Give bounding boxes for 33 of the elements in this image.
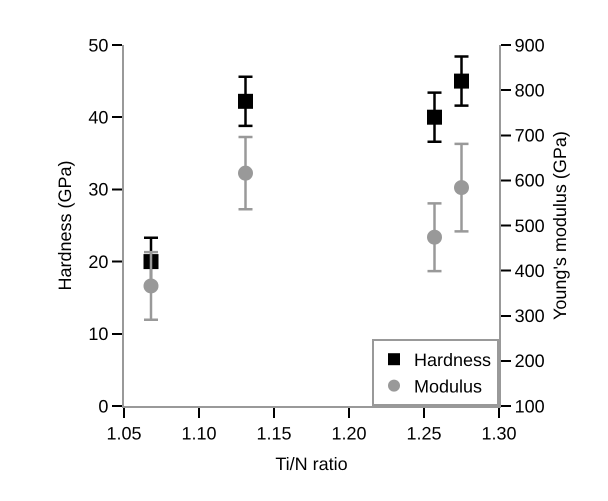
point	[454, 74, 469, 89]
point	[454, 180, 469, 196]
y2-tick-label: 600	[514, 170, 545, 191]
y2-tick-label: 400	[514, 260, 545, 281]
x-tick-label: 1.05	[106, 424, 142, 444]
point	[238, 166, 253, 181]
point	[427, 230, 442, 245]
legend-label: Hardness	[414, 350, 492, 370]
y2-tick-label: 200	[514, 351, 545, 372]
y-axis-title: Hardness (GPa)	[55, 160, 76, 291]
x-tick-label: 1.20	[331, 424, 367, 444]
x-tick-label: 1.30	[481, 424, 517, 444]
y2-tick-label: 100	[514, 396, 545, 416]
point	[238, 94, 253, 109]
y2-tick-label: 800	[514, 80, 545, 100]
y-tick-label: 0	[98, 396, 108, 416]
legend-label: Modulus	[414, 376, 482, 397]
y2-tick-label: 700	[514, 126, 545, 146]
x-axis-title: Ti/N ratio	[275, 454, 348, 474]
y-tick-label: 40	[88, 108, 108, 128]
y-tick-label: 20	[88, 252, 108, 272]
y2-tick-label: 900	[514, 35, 545, 56]
x-tick-label: 1.10	[181, 424, 217, 444]
point	[144, 278, 158, 294]
y2-axis-title: Young's modulus (GPa)	[550, 131, 570, 320]
y-tick-label: 10	[88, 324, 108, 344]
y-tick-label: 30	[88, 180, 108, 200]
x-tick-label: 1.15	[256, 424, 292, 444]
x-tick-label: 1.25	[406, 424, 442, 444]
y2-tick-label: 300	[514, 306, 545, 326]
point	[427, 110, 442, 125]
y-tick-label: 50	[88, 35, 108, 56]
y2-tick-label: 500	[514, 216, 545, 236]
